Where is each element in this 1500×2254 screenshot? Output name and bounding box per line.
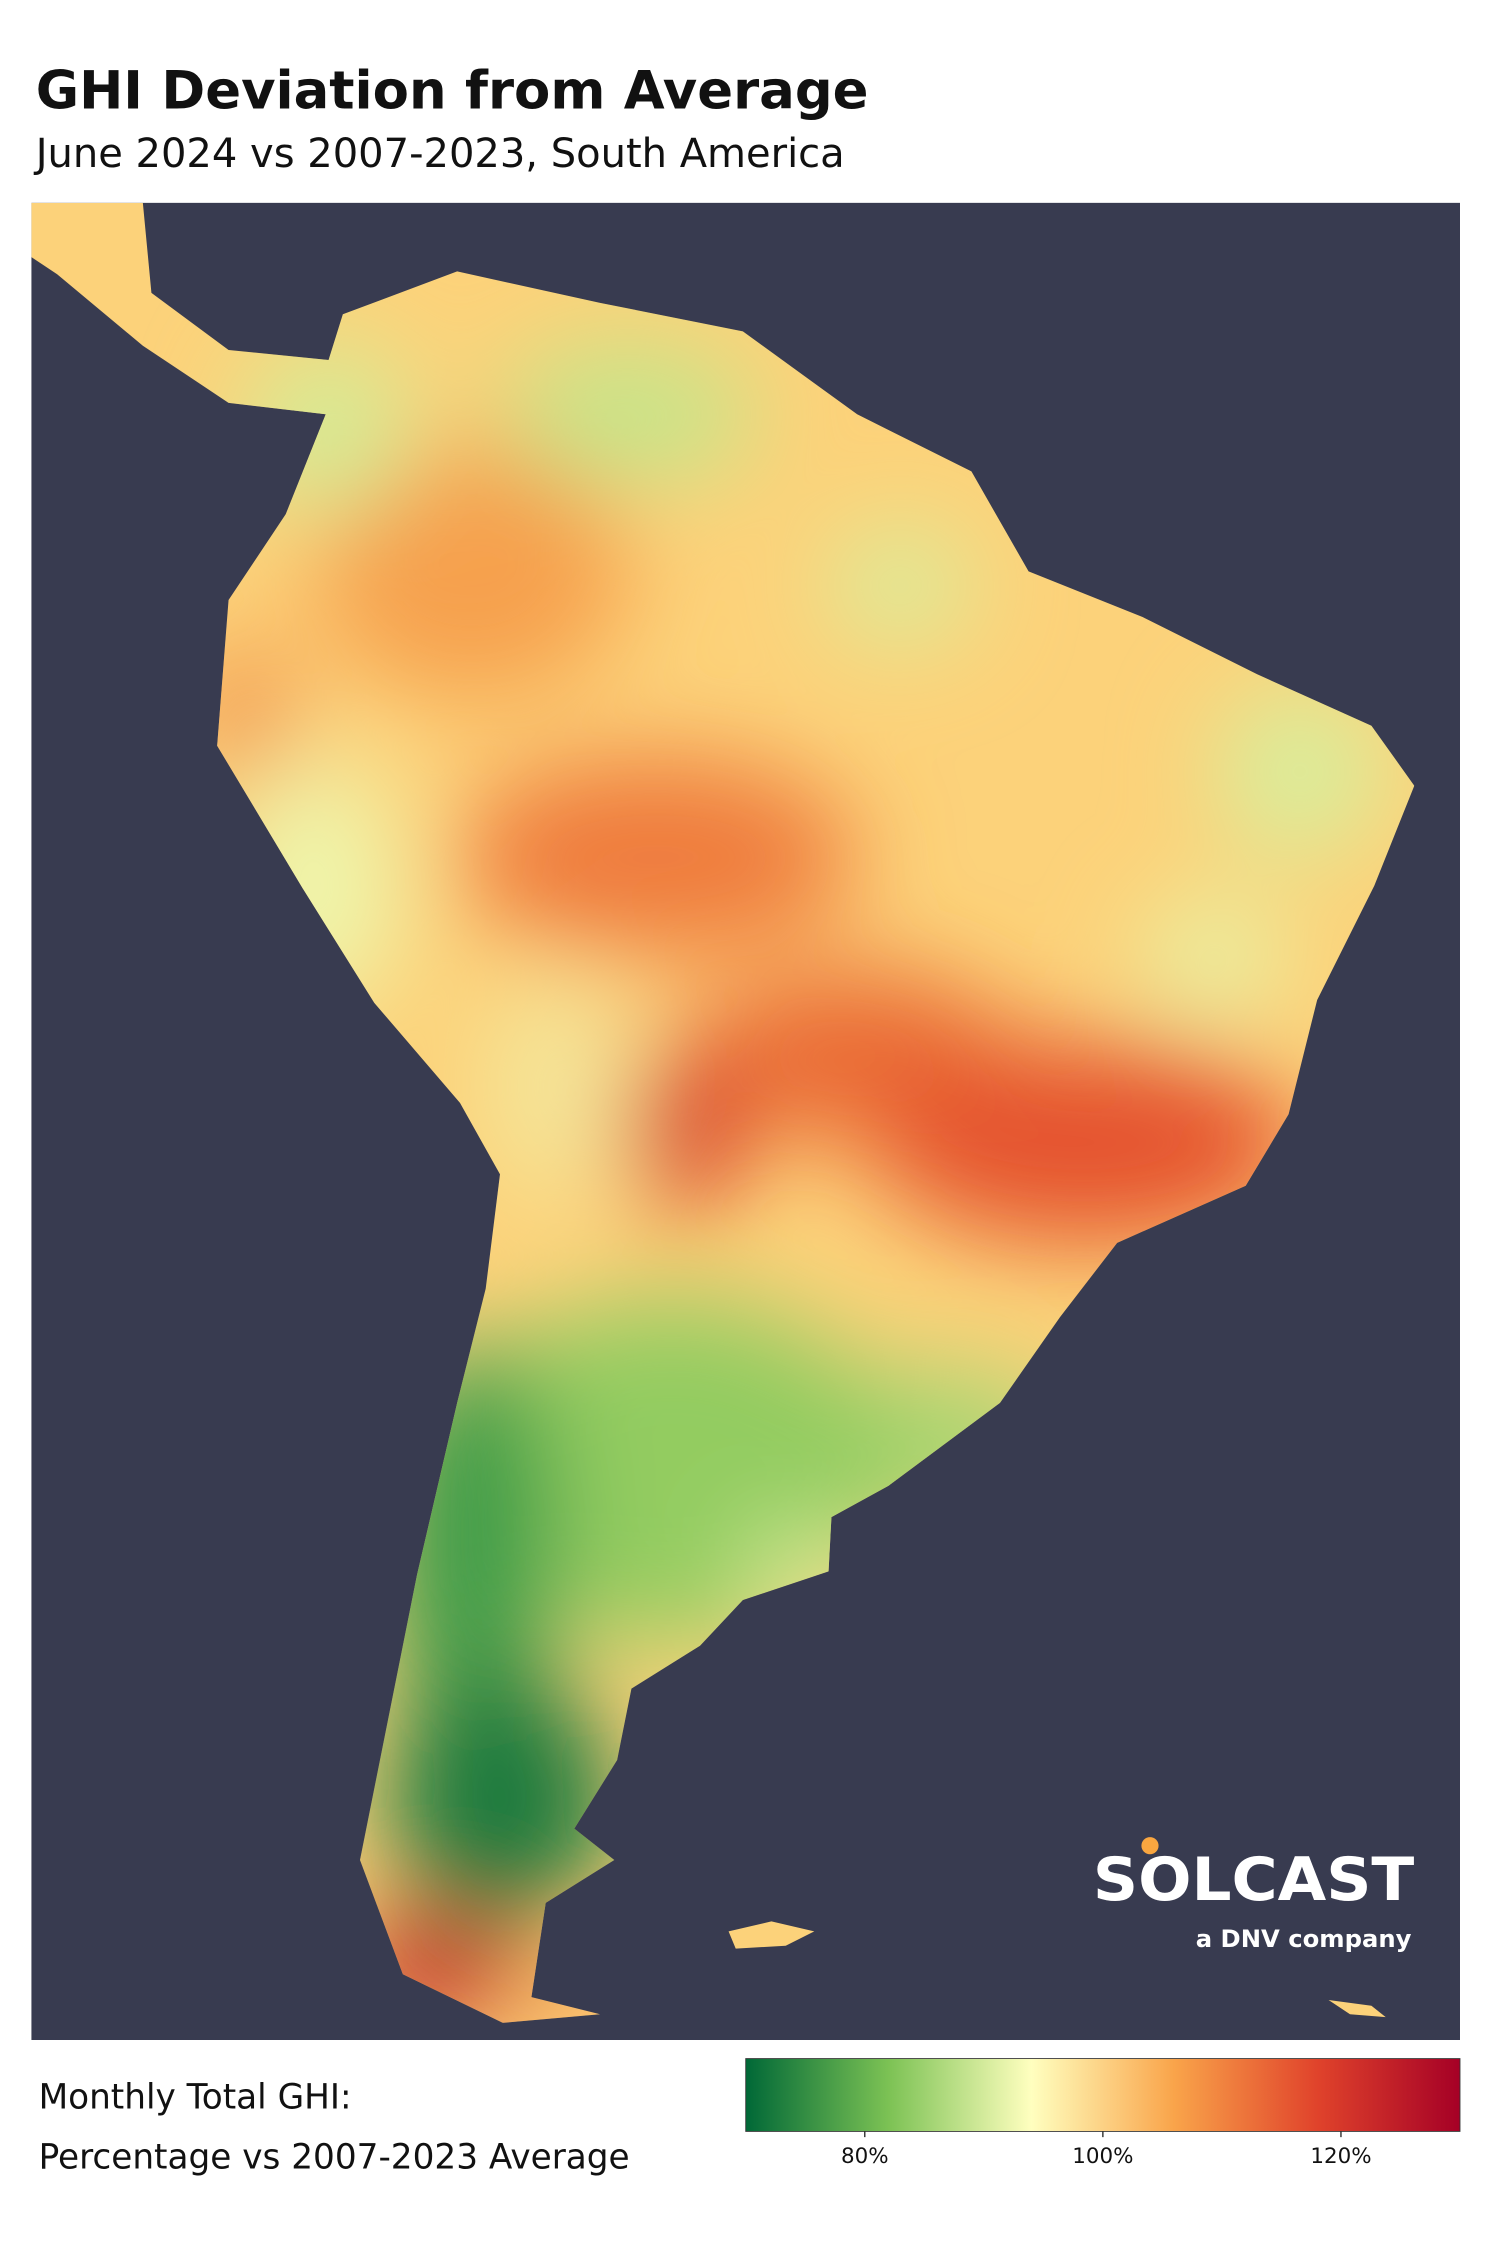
legend-label: Monthly Total GHI: — [39, 2078, 352, 2118]
legend-label: Percentage vs 2007-2023 Average — [39, 2138, 630, 2178]
logo-name: SOLCAST — [1093, 1845, 1415, 1915]
title: GHI Deviation from Average — [36, 61, 869, 122]
colorbar-tick-label: 120% — [1310, 2144, 1371, 2169]
logo-sun — [1141, 1837, 1159, 1855]
colorbar-tick-label: 80% — [841, 2144, 889, 2169]
logo-tagline: a DNV company — [1196, 1924, 1412, 1953]
subtitle: June 2024 vs 2007-2023, South America — [33, 131, 845, 177]
colorbar — [745, 2058, 1461, 2132]
logo: SOLCAST a DNV company — [1093, 1837, 1415, 1953]
legend: Monthly Total GHI: Percentage vs 2007-202… — [39, 2058, 1461, 2178]
colorbar-tick-label: 100% — [1072, 2144, 1133, 2169]
